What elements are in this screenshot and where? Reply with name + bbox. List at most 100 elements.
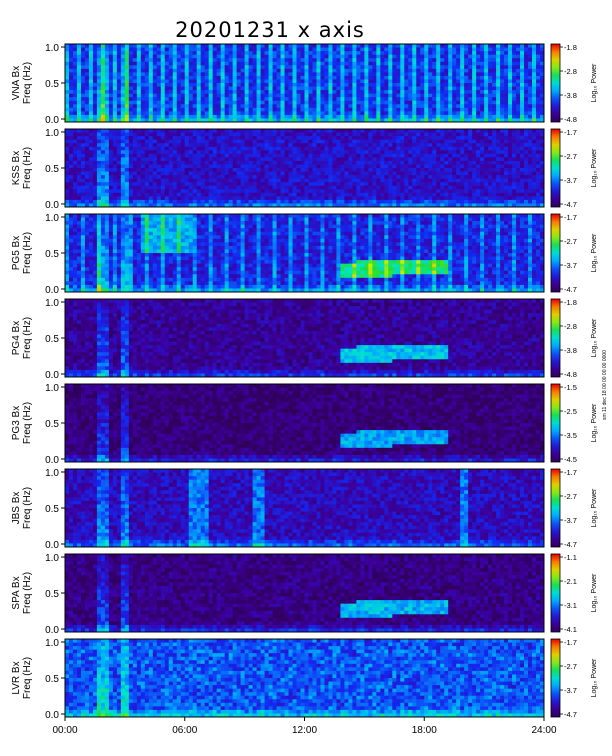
spectrogram-cell <box>420 58 424 62</box>
spectrogram-cell <box>332 172 336 176</box>
spectrogram-cell <box>157 172 161 176</box>
spectrogram-cell <box>89 72 93 76</box>
spectrogram-cell <box>281 193 285 197</box>
spectrogram-cell <box>269 79 273 83</box>
spectrogram-cell <box>316 48 320 52</box>
spectrogram-cell <box>360 104 364 108</box>
spectrogram-cell <box>392 147 396 151</box>
spectrogram-cell <box>336 196 340 200</box>
spectrogram-cell <box>528 79 532 83</box>
spectrogram-cell <box>169 172 173 176</box>
spectrogram-cell <box>496 101 500 105</box>
spectrogram-cell <box>181 133 185 137</box>
spectrogram-cell <box>376 150 380 154</box>
spectrogram-cell <box>269 133 273 137</box>
spectrogram-cell <box>181 51 185 55</box>
spectrogram-cell <box>245 58 249 62</box>
spectrogram-cell <box>308 129 312 133</box>
spectrogram-cell <box>500 69 504 73</box>
spectrogram-cell <box>301 94 305 98</box>
spectrogram-cell <box>161 143 165 147</box>
spectrogram-cell <box>372 172 376 176</box>
spectrogram-cell <box>508 76 512 80</box>
spectrogram-cell <box>97 62 101 66</box>
spectrogram-cell <box>185 58 189 62</box>
spectrogram-cell <box>301 108 305 112</box>
spectrogram-cell <box>508 101 512 105</box>
spectrogram-cell <box>301 136 305 140</box>
spectrogram-cell <box>141 62 145 66</box>
spectrogram-cell <box>316 189 320 193</box>
spectrogram-cell <box>376 129 380 133</box>
spectrogram-cell <box>117 168 121 172</box>
spectrogram-cell <box>360 111 364 115</box>
spectrogram-cell <box>344 196 348 200</box>
spectrogram-cell <box>261 140 265 144</box>
spectrogram-cell <box>77 140 81 144</box>
spectrogram-cell <box>416 72 420 76</box>
spectrogram-cell <box>376 200 380 204</box>
spectrogram-cell <box>348 87 352 91</box>
spectrogram-cell <box>332 147 336 151</box>
spectrogram-cell <box>348 143 352 147</box>
spectrogram-cell <box>293 83 297 87</box>
spectrogram-cell <box>336 129 340 133</box>
spectrogram-cell <box>416 157 420 161</box>
spectrogram-cell <box>269 118 273 122</box>
spectrogram-cell <box>448 62 452 66</box>
spectrogram-cell <box>93 179 97 183</box>
spectrogram-cell <box>532 58 536 62</box>
spectrogram-cell <box>129 129 133 133</box>
spectrogram-cell <box>500 111 504 115</box>
spectrogram-cell <box>93 129 97 133</box>
spectrogram-cell <box>69 136 73 140</box>
spectrogram-cell <box>153 168 157 172</box>
spectrogram-cell <box>249 203 253 207</box>
spectrogram-cell <box>201 101 205 105</box>
spectrogram-cell <box>424 72 428 76</box>
spectrogram-cell <box>153 104 157 108</box>
spectrogram-cell <box>225 154 229 158</box>
spectrogram-cell <box>400 150 404 154</box>
spectrogram-cell <box>404 76 408 80</box>
spectrogram-cell <box>484 69 488 73</box>
spectrogram-cell <box>229 136 233 140</box>
spectrogram-cell <box>496 79 500 83</box>
spectrogram-cell <box>384 129 388 133</box>
spectrogram-cell <box>81 196 85 200</box>
spectrogram-cell <box>193 90 197 94</box>
spectrogram-cell <box>289 104 293 108</box>
spectrogram-cell <box>496 90 500 94</box>
spectrogram-cell <box>221 79 225 83</box>
spectrogram-cell <box>145 147 149 151</box>
spectrogram-cell <box>125 101 129 105</box>
spectrogram-cell <box>392 154 396 158</box>
spectrogram-cell <box>328 189 332 193</box>
spectrogram-cell <box>89 193 93 197</box>
spectrogram-cell <box>197 175 201 179</box>
spectrogram-cell <box>324 175 328 179</box>
spectrogram-cell <box>512 79 516 83</box>
spectrogram-cell <box>320 83 324 87</box>
spectrogram-cell <box>336 51 340 55</box>
spectrogram-cell <box>396 65 400 69</box>
spectrogram-cell <box>277 48 281 52</box>
spectrogram-cell <box>89 94 93 98</box>
spectrogram-cell <box>101 90 105 94</box>
spectrogram-cell <box>297 164 301 168</box>
spectrogram-cell <box>69 111 73 115</box>
spectrogram-cell <box>297 161 301 165</box>
spectrogram-cell <box>396 143 400 147</box>
spectrogram-cell <box>173 157 177 161</box>
spectrogram-cell <box>81 79 85 83</box>
spectrogram-cell <box>269 200 273 204</box>
spectrogram-cell <box>324 108 328 112</box>
spectrogram-cell <box>273 58 277 62</box>
spectrogram-cell <box>297 200 301 204</box>
spectrogram-cell <box>217 164 221 168</box>
spectrogram-cell <box>312 104 316 108</box>
spectrogram-cell <box>121 76 125 80</box>
spectrogram-cell <box>372 196 376 200</box>
spectrogram-cell <box>173 55 177 59</box>
spectrogram-cell <box>165 133 169 137</box>
